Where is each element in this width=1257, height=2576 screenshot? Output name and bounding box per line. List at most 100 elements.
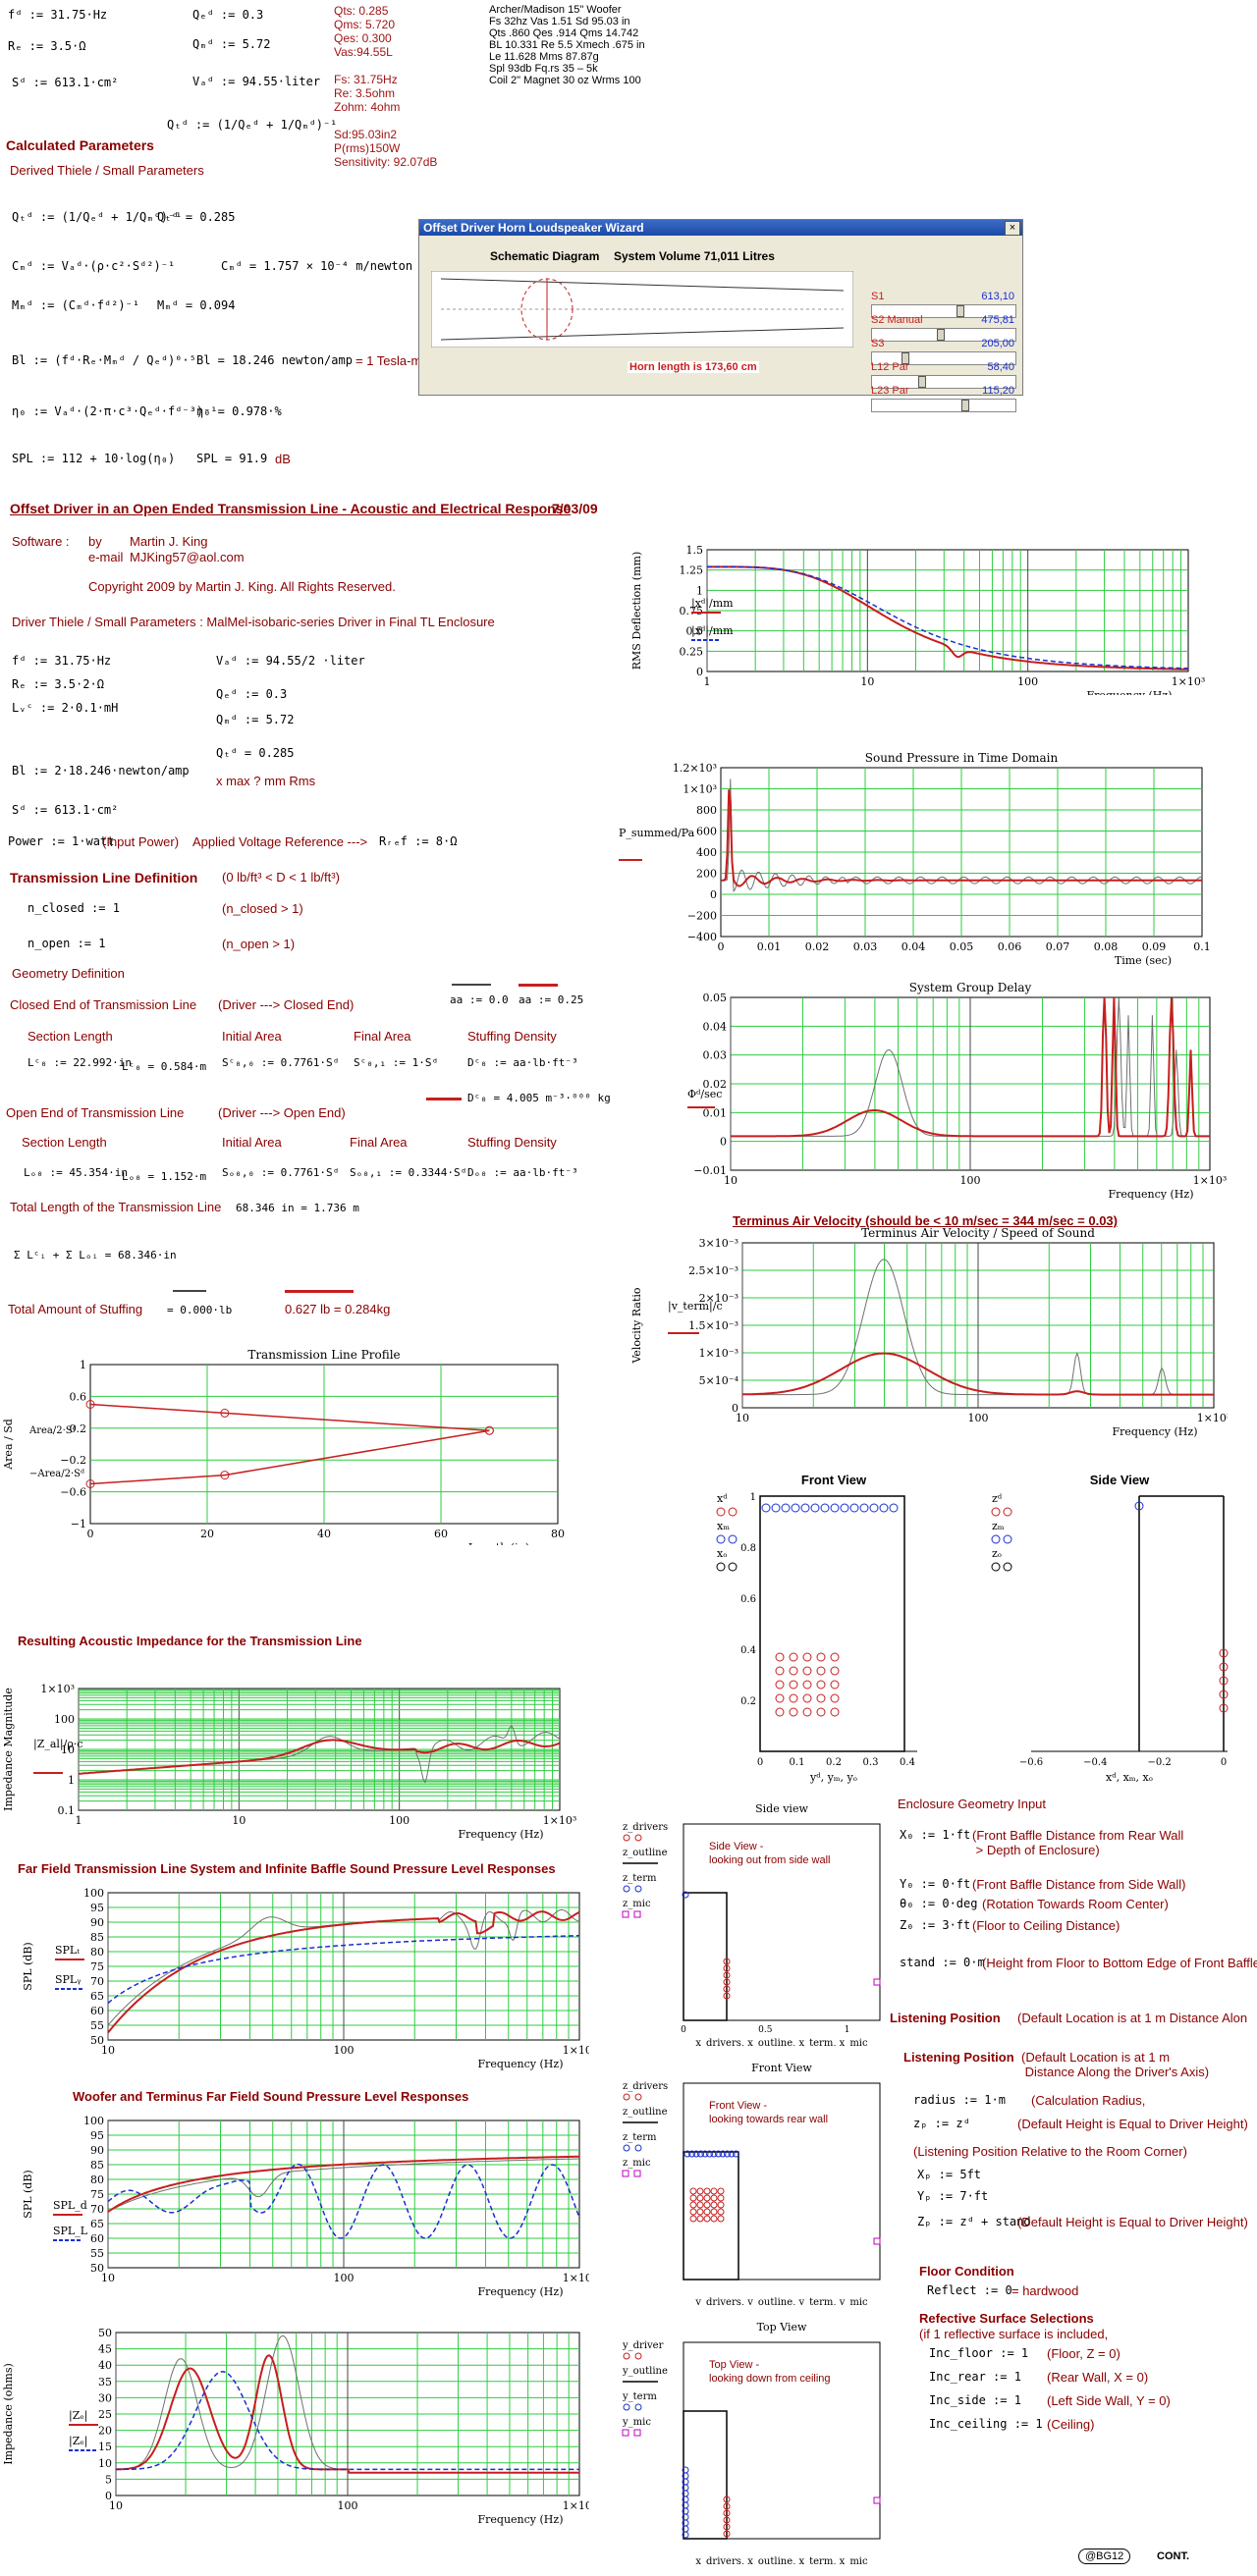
y-tick-label: 1×10³ — [683, 783, 717, 796]
legend-marker — [623, 1834, 630, 1842]
mmd-value: Mₘᵈ = 0.094 — [157, 298, 236, 312]
y-axis-label: Impedance Magnitude — [2, 1688, 15, 1811]
x-tick-label: 1×10³ — [563, 2499, 589, 2512]
mic-point — [873, 2496, 881, 2504]
doc-date: 7/03/09 — [552, 501, 598, 516]
close-icon[interactable]: × — [1005, 221, 1020, 236]
driver-point — [724, 2150, 731, 2158]
slider-track-1[interactable] — [871, 328, 1016, 342]
slider-track-4[interactable] — [871, 399, 1016, 412]
wizard-title: Offset Driver Horn Loudspeaker Wizard — [419, 220, 1022, 236]
email-label: e-mail — [88, 550, 124, 564]
slider-thumb-0[interactable] — [956, 305, 964, 317]
enc-yp: Yₚ := 7·ft — [917, 2189, 989, 2203]
terminus-point — [775, 1680, 785, 1690]
x-axis-label: Length (in) — [468, 1541, 529, 1545]
spec-prms: P(rms)150W — [334, 141, 401, 155]
terminus-point — [696, 2187, 704, 2195]
profile-point — [85, 1479, 95, 1488]
x-tick-label: 100 — [1017, 675, 1038, 688]
legend-label: P_summed/Pa — [619, 827, 695, 839]
terminus-point — [802, 1652, 812, 1662]
legend-label: xᵈ — [717, 1492, 728, 1505]
y-tick-label: 0.02 — [703, 1078, 728, 1091]
email[interactable]: MJKing57@aol.com — [130, 550, 245, 564]
enc-theta-note: (Rotation Towards Room Center) — [982, 1897, 1169, 1911]
col-stuff-1: Stuffing Density — [467, 1029, 557, 1044]
y-tick-label: 80 — [90, 1946, 104, 1959]
terminus-point — [816, 1707, 826, 1717]
series-velocity-2 — [741, 1352, 1214, 1396]
listen1-note: (Default Location is at 1 m Distance Alo… — [1017, 2011, 1248, 2025]
drv-lvc: Lᵥᶜ := 2·0.1·mH — [12, 701, 119, 715]
slider-value-0: 613,10 — [981, 291, 1014, 302]
driver-point — [840, 1503, 849, 1513]
driver-point — [820, 1503, 830, 1513]
terminus-point — [689, 2208, 697, 2216]
listen2: Listening Position — [903, 2050, 1014, 2065]
legend-marker — [633, 2170, 641, 2177]
driver-point — [728, 2150, 736, 2158]
y-tick-label: 45 — [98, 2343, 112, 2356]
x-tick-label: 1 — [845, 2025, 850, 2035]
y-tick-label: 2×10⁻³ — [699, 1292, 738, 1305]
view-title: Front View — [751, 2062, 812, 2074]
drv-re: Rₑ := 3.5·2·Ω — [12, 677, 104, 691]
refl-sub: (if 1 reflective surface is included, — [919, 2327, 1109, 2341]
terminus-point — [703, 2208, 711, 2216]
inc-ceiling: Inc_ceiling := 1 — [929, 2417, 1043, 2431]
y-tick-label: 0 — [105, 2490, 112, 2502]
slider-thumb-4[interactable] — [961, 400, 969, 411]
inc-rear-note: (Rear Wall, X = 0) — [1047, 2370, 1149, 2385]
slider-track-3[interactable] — [871, 375, 1016, 389]
tl-sc0: Sᶜ₀,₀ := 0.7761·Sᵈ — [222, 1056, 340, 1069]
enc-z0: Z₀ := 3·ft — [900, 1918, 971, 1932]
slider-thumb-2[interactable] — [902, 352, 909, 364]
y-tick-label: 75 — [90, 1960, 104, 1973]
terminus-point — [710, 2208, 718, 2216]
slider-track-0[interactable] — [871, 304, 1016, 318]
y-tick-label: 100 — [83, 2115, 104, 2127]
y-tick-label: 1.5 — [686, 544, 704, 557]
y-tick-label: 1 — [696, 584, 703, 597]
terminus-point — [696, 2194, 704, 2202]
legend-marker — [623, 2403, 630, 2411]
terminus-point — [830, 1666, 840, 1676]
horn-wizard-window[interactable]: Offset Driver Horn Loudspeaker Wizard × … — [418, 219, 1023, 412]
tl-open-end: Open End of Transmission Line — [6, 1105, 185, 1120]
terminus-point — [1219, 1690, 1229, 1699]
legend-marker — [623, 2144, 630, 2152]
y-tick-label: 100 — [54, 1713, 75, 1726]
tl-lo-val: Lₒ₀ = 1.152·m — [122, 1170, 207, 1183]
x-tick-label: 10 — [724, 1174, 738, 1187]
spec-zohm: Zohm: 4ohm — [334, 100, 401, 114]
slider-thumb-1[interactable] — [937, 329, 945, 341]
tl-total: Total Length of the Transmission Line — [10, 1200, 222, 1214]
listen1: Listening Position — [890, 2011, 1001, 2025]
view-title: Side view — [755, 1802, 808, 1815]
x-tick-label: 80 — [551, 1528, 565, 1540]
terminus-point — [717, 2201, 725, 2209]
terminus-point — [689, 2194, 697, 2202]
y-tick-label: 0.05 — [703, 992, 728, 1004]
enclosure-outline — [683, 1892, 728, 2021]
terminus-point — [789, 1652, 798, 1662]
slider-track-2[interactable] — [871, 351, 1016, 365]
col-section-1: Section Length — [27, 1029, 113, 1044]
terminus-point — [830, 1693, 840, 1703]
qed-top: Qₑᵈ := 0.3 — [192, 8, 264, 22]
slider-thumb-3[interactable] — [918, 376, 926, 388]
electrical-impedance-chart: 0 5 10 15 20 25 30 35 40 45 50 10 100 1×10³Frequency … — [2, 2327, 589, 2526]
enc-zp2: Zₚ := zᵈ + stand — [917, 2215, 1031, 2228]
x-tick-label: 0.07 — [1046, 940, 1070, 953]
y-axis-label: SPL (dB) — [22, 2170, 34, 2218]
legend-marker — [716, 1507, 726, 1517]
terminus-point — [830, 1707, 840, 1717]
view-note: looking down from ceiling — [709, 2373, 831, 2385]
y-tick-label: 10 — [98, 2457, 112, 2470]
x-tick-label: 10 — [101, 2044, 115, 2057]
terminus-point — [802, 1666, 812, 1676]
sd-top: Sᵈ := 613.1·cm² — [12, 76, 119, 89]
y-tick-label: 0 — [710, 888, 717, 901]
